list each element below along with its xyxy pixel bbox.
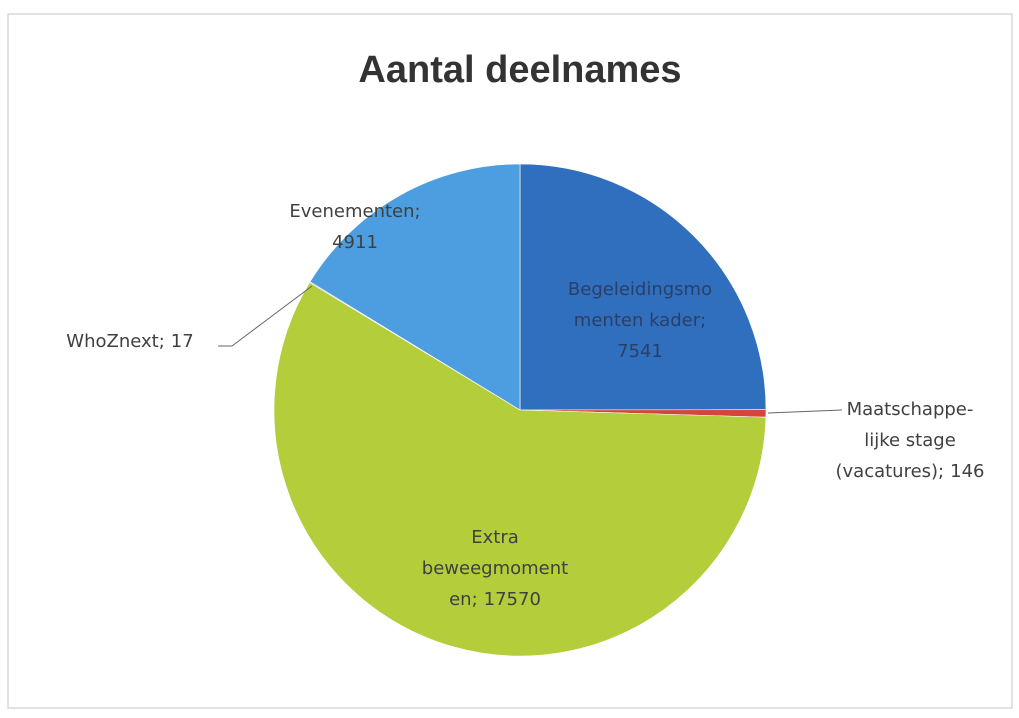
data-label-line: WhoZnext; xyxy=(66,331,165,352)
data-label-line: en; xyxy=(449,589,478,610)
data-label-value: 146 xyxy=(950,461,984,482)
data-label: Extra beweegmoment en; 17570 xyxy=(422,527,568,610)
pie-slice xyxy=(309,163,521,411)
data-label: WhoZnext; 17 xyxy=(66,331,193,352)
data-label-line: Extra xyxy=(471,527,519,548)
leader-line xyxy=(218,285,313,347)
data-label-line: Evenementen; xyxy=(289,201,420,222)
data-label-value: 7541 xyxy=(617,341,663,362)
data-label-line: Maatschappe- xyxy=(847,399,974,420)
data-label-value: 4911 xyxy=(332,232,378,253)
data-label: Maatschappe-lijke stage (vacatures); 146 xyxy=(835,399,984,482)
data-label-line: (vacatures); xyxy=(835,461,944,482)
leader-line xyxy=(767,409,843,414)
data-label-value: 17570 xyxy=(484,589,541,610)
pie-slice xyxy=(519,163,767,411)
data-label-line: menten kader; xyxy=(574,310,706,331)
data-label-line: Begeleidingsmo xyxy=(568,279,712,300)
data-label: Evenementen; 4911 xyxy=(289,201,420,253)
data-label-line: beweegmoment xyxy=(422,558,568,579)
data-label-value: 17 xyxy=(171,331,194,352)
chart-title: Aantal deelnames xyxy=(358,49,681,91)
data-label-line: lijke stage xyxy=(864,430,956,451)
data-label: Begeleidingsmo menten kader; 7541 xyxy=(568,279,712,362)
pie-slice xyxy=(273,282,767,657)
